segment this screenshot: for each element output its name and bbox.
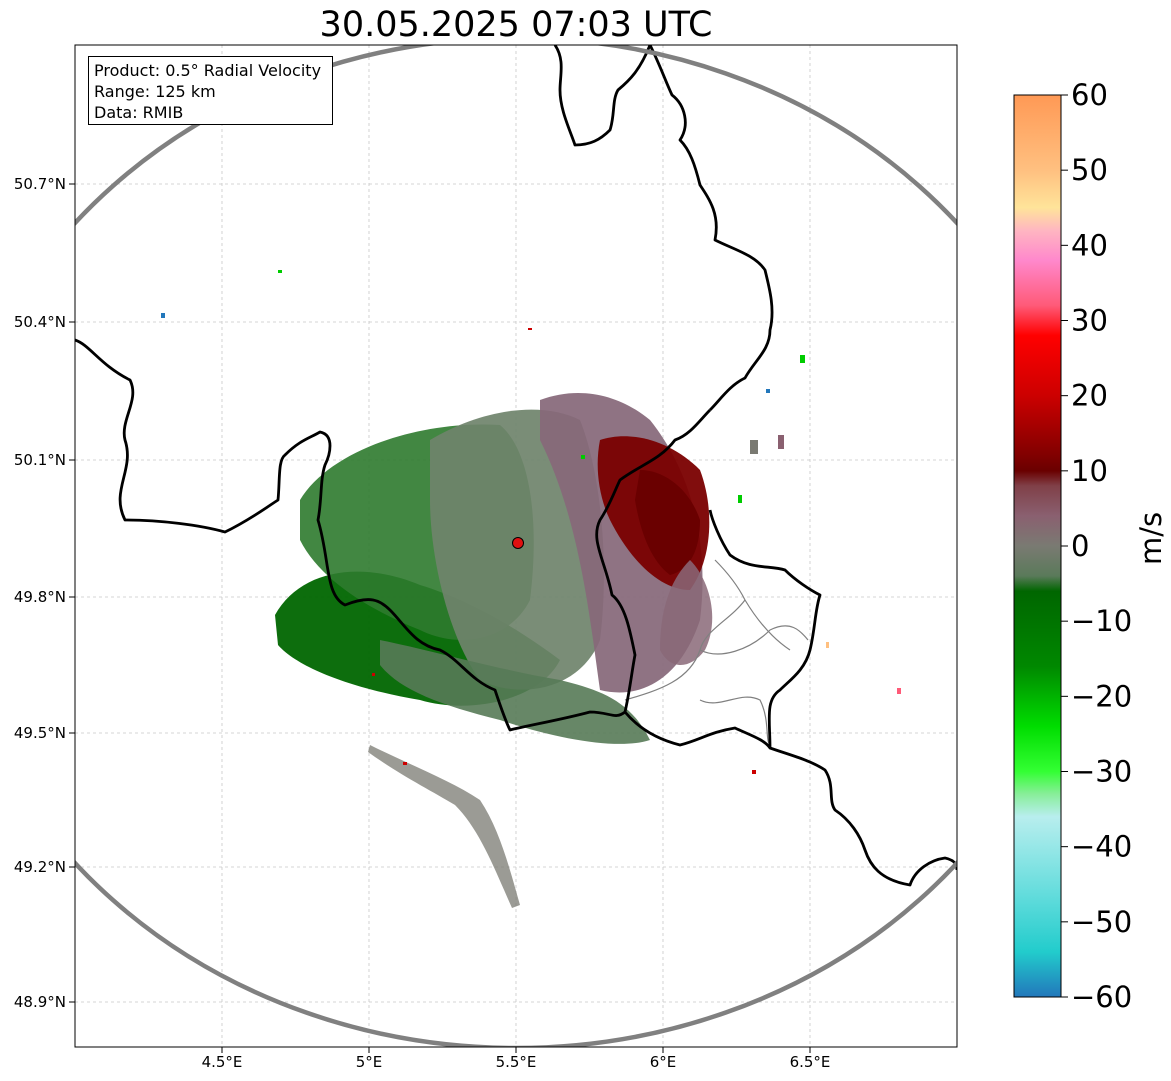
province-borders <box>624 559 809 746</box>
lat-tick-label: 50.7°N <box>14 175 66 193</box>
axis-ticks <box>69 183 811 1053</box>
radar-echoes <box>161 270 901 908</box>
lon-tick-labels: 4.5°E 5°E 5.5°E 6°E 6.5°E <box>202 1053 831 1071</box>
colorbar-tick-label: −40 <box>1071 830 1132 864</box>
country-borders <box>75 45 957 887</box>
colorbar-gradient <box>1013 94 1062 998</box>
colorbar-tick-label: −30 <box>1071 755 1132 789</box>
colorbar-tick-label: 60 <box>1071 78 1108 112</box>
lat-tick-label: 49.2°N <box>14 858 66 876</box>
colorbar-tick-label: −60 <box>1071 980 1132 1014</box>
radar-site-marker <box>512 537 524 549</box>
colorbar-tick-label: 30 <box>1071 304 1108 338</box>
lat-tick-label: 49.8°N <box>14 588 66 606</box>
info-range: Range: 125 km <box>94 82 216 101</box>
lat-tick-label: 50.4°N <box>14 313 66 331</box>
colorbar-tick-label: −50 <box>1071 905 1132 939</box>
colorbar-tick-label: 20 <box>1071 379 1108 413</box>
lon-tick-label: 4.5°E <box>202 1053 243 1071</box>
info-data-source: Data: RMIB <box>94 103 184 122</box>
lat-tick-label: 50.1°N <box>14 451 66 469</box>
echo-south-band <box>380 640 650 744</box>
lat-tick-label: 49.5°N <box>14 724 66 742</box>
colorbar-tick-label: 40 <box>1071 228 1108 262</box>
info-product: Product: 0.5° Radial Velocity <box>94 61 322 80</box>
lon-tick-label: 5°E <box>356 1053 383 1071</box>
colorbar-tick-label: 10 <box>1071 454 1108 488</box>
colorbar-ticks: 60 50 40 30 20 10 0 −10 −20 −30 −40 −50 −60 <box>1061 78 1132 1014</box>
lon-tick-label: 5.5°E <box>496 1053 537 1071</box>
map-title: 30.05.2025 07:03 UTC <box>319 5 713 45</box>
colorbar-tick-label: 50 <box>1071 153 1108 187</box>
colorbar: 60 50 40 30 20 10 0 −10 −20 −30 −40 −50 −60 <box>1013 78 1132 1014</box>
colorbar-tick-label: 0 <box>1071 529 1089 563</box>
info-box: Product: 0.5° Radial Velocity Range: 125… <box>88 56 333 125</box>
lon-tick-label: 6.5°E <box>790 1053 831 1071</box>
lon-tick-label: 6°E <box>650 1053 677 1071</box>
echo-southwest-streak <box>368 745 520 908</box>
colorbar-tick-label: −10 <box>1071 604 1132 638</box>
colorbar-unit-label: m/s <box>1134 511 1168 565</box>
lat-tick-label: 48.9°N <box>14 993 66 1011</box>
echo-outbound-core <box>635 470 700 575</box>
colorbar-tick-label: −20 <box>1071 679 1132 713</box>
echo-east-fringe <box>660 560 713 665</box>
lat-tick-labels: 50.7°N 50.4°N 50.1°N 49.8°N 49.5°N 49.2°… <box>14 175 66 1011</box>
